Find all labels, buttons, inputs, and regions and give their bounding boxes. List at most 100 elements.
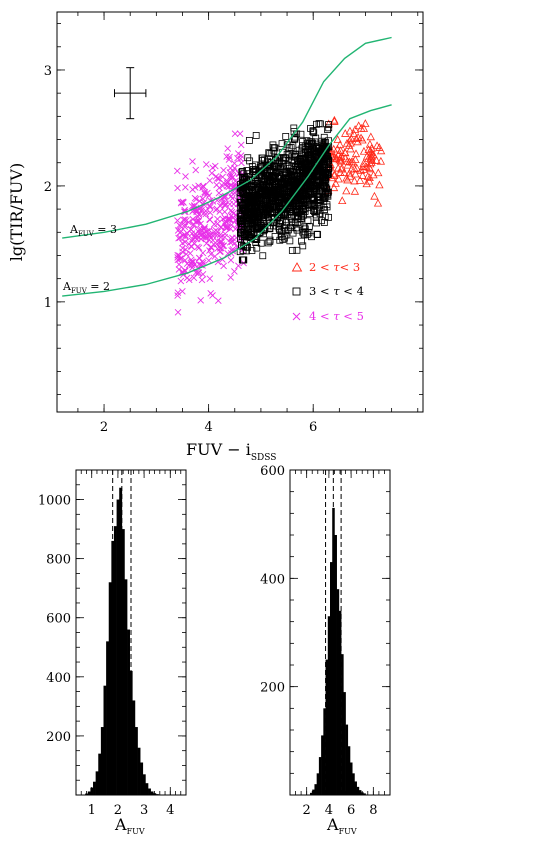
histogram-left-y-tick-label: 1000 (38, 494, 71, 509)
scatter-point-triangle (364, 145, 373, 154)
scatter-point-cross (197, 220, 204, 228)
scatter-point-square (266, 190, 274, 198)
scatter-point-cross (231, 159, 238, 167)
histogram-right-y-tick-label: 400 (260, 572, 285, 587)
scatter-point-cross (206, 203, 214, 211)
scatter-point-cross (237, 141, 245, 149)
scatter-point-triangle (336, 146, 345, 154)
scatter-point-square (264, 162, 272, 169)
scatter-point-square (276, 187, 284, 195)
scatter-point-square (307, 174, 315, 182)
histogram-left-bar (119, 487, 123, 795)
scatter-point-cross (182, 184, 189, 191)
scatter-point-cross (174, 308, 182, 316)
scatter-point-cross (199, 195, 207, 203)
histogram-right-x-tick-label: 4 (325, 803, 333, 818)
scatter-point-cross (216, 231, 224, 239)
scatter-point-triangle (330, 115, 339, 124)
scatter-point-square (293, 246, 301, 254)
scatter-point-square (287, 167, 295, 175)
scatter-point-square (311, 208, 318, 216)
scatter-point-square (320, 133, 328, 141)
scatter-point-square (290, 186, 298, 193)
histogram-left-y-tick-label: 600 (46, 612, 71, 627)
scatter-point-cross (235, 262, 242, 270)
scatter-point-triangle (345, 168, 354, 177)
scatter-point-square (292, 224, 300, 232)
scatter-point-cross (220, 166, 227, 174)
scatter-point-triangle (356, 133, 366, 142)
legend-label-tau-3-4: 3 < τ < 4 (309, 284, 364, 298)
scatter-point-cross (214, 215, 221, 223)
scatter-point-cross (206, 216, 213, 223)
scatter-point-square (242, 214, 250, 222)
scatter-point-triangle (372, 156, 381, 164)
scatter-point-triangle (359, 146, 369, 155)
scatter-point-cross (227, 256, 235, 264)
scatter-point-square (271, 181, 279, 189)
scatter-point-square (248, 163, 256, 170)
scatter-point-cross (191, 184, 199, 191)
scatter-point-square (290, 124, 298, 132)
histogram-right-bar (316, 773, 320, 795)
scatter-point-square (313, 151, 320, 159)
scatter-points (62, 36, 392, 316)
scatter-point-square (248, 247, 256, 255)
scatter-point-square (239, 167, 247, 175)
scatter-point-square (247, 219, 255, 227)
scatter-point-cross (199, 249, 207, 257)
scatter-point-cross (213, 205, 221, 213)
scatter-point-cross (238, 159, 245, 167)
scatter-point-square (305, 140, 313, 148)
scatter-point-square (276, 193, 284, 201)
scatter-point-square (240, 242, 247, 250)
scatter-point-square (287, 206, 295, 213)
scatter-point-cross (179, 239, 186, 247)
scatter-point-square (254, 195, 262, 203)
scatter-point-square (312, 185, 319, 193)
histogram-right-bar (345, 724, 349, 795)
scatter-point-square (281, 171, 289, 179)
scatter-point-cross (177, 222, 184, 230)
scatter-point-triangle (342, 186, 351, 195)
scatter-point-square (240, 189, 247, 197)
histogram-left-bar (145, 783, 149, 795)
scatter-point-cross (206, 209, 214, 216)
scatter-point-square (239, 247, 247, 254)
scatter-point-cross (209, 292, 216, 299)
scatter-point-square (269, 209, 277, 217)
histogram-left-bar (132, 700, 136, 795)
scatter-point-cross (237, 152, 245, 159)
scatter-point-cross (192, 166, 200, 174)
histogram-left-bars (85, 487, 162, 795)
scatter-point-square (290, 153, 298, 161)
scatter-point-square (322, 148, 329, 155)
scatter-point-cross (225, 183, 233, 191)
histogram-left-ticks: 1 2 3 4 200 400 600 800 1000 (38, 469, 187, 818)
histogram-right-bar (338, 610, 342, 795)
scatter-point-square (312, 178, 320, 186)
scatter-point-square (239, 186, 246, 193)
scatter-point-triangle (341, 129, 350, 137)
scatter-point-cross (178, 254, 185, 262)
error-bar (114, 67, 147, 120)
scatter-point-square (258, 204, 266, 212)
scatter-point-cross (201, 224, 209, 231)
histogram-left-bar (142, 774, 146, 795)
scatter-point-cross (189, 158, 196, 165)
scatter-point-cross (174, 217, 181, 224)
histogram-right-dashed-lines (325, 470, 342, 795)
scatter-point-square (301, 225, 309, 233)
scatter-point-square (239, 204, 247, 212)
scatter-point-cross (203, 240, 210, 247)
scatter-point-cross (173, 167, 181, 175)
scatter-point-square (240, 215, 248, 223)
scatter-point-cross (200, 225, 208, 233)
histogram-left-bar (98, 753, 102, 795)
model-curve-1 (62, 104, 392, 297)
scatter-point-square (310, 195, 318, 203)
scatter-point-cross (175, 234, 182, 242)
scatter-point-cross (174, 289, 182, 296)
scatter-point-triangle (338, 196, 347, 205)
